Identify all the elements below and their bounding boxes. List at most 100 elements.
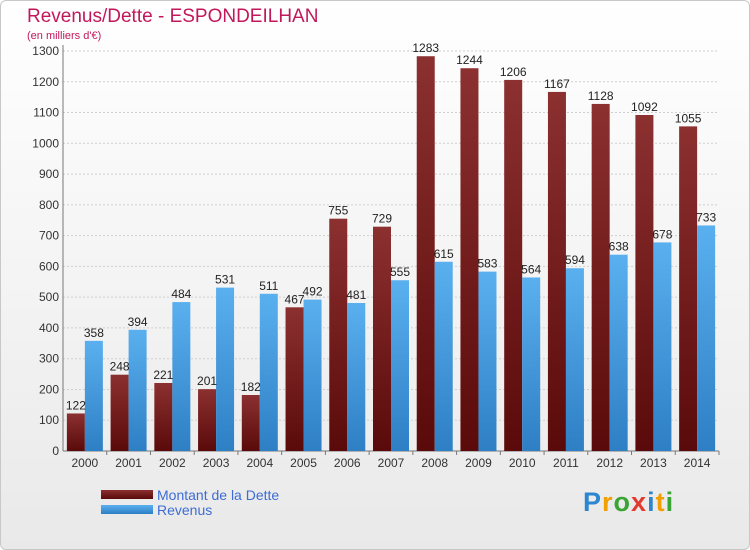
data-label: 1092 <box>631 100 658 114</box>
data-label: 1055 <box>675 111 702 125</box>
data-label: 1244 <box>456 53 483 67</box>
legend-item-revenus: Revenus <box>101 501 279 518</box>
bar-revenus <box>347 303 366 451</box>
bar-dette <box>373 226 391 451</box>
chart-subtitle: (en milliers d'€) <box>27 30 102 42</box>
legend-label-revenus: Revenus <box>157 501 213 518</box>
data-label: 122 <box>66 398 86 412</box>
legend-item-dette: Montant de la Dette <box>101 486 280 503</box>
y-tick-label: 300 <box>39 352 59 366</box>
y-tick-label: 1200 <box>32 75 59 89</box>
bar-revenus <box>391 280 409 451</box>
y-tick-label: 400 <box>39 321 59 335</box>
data-label: 755 <box>328 204 348 218</box>
y-tick-label: 1300 <box>32 44 59 58</box>
legend-swatch-dette <box>101 490 153 499</box>
bar-dette <box>416 56 435 451</box>
data-label: 201 <box>197 374 217 388</box>
data-label: 1167 <box>544 77 570 91</box>
data-label: 594 <box>565 253 585 267</box>
data-label: 467 <box>285 292 305 306</box>
bar-revenus <box>216 287 235 451</box>
bar-revenus <box>522 277 541 451</box>
y-tick-label: 200 <box>39 382 59 396</box>
legend-label-dette: Montant de la Dette <box>157 486 280 503</box>
bar-revenus <box>303 299 322 451</box>
bar-dette <box>547 91 566 451</box>
data-label: 221 <box>153 368 173 382</box>
y-tick-label: 500 <box>39 290 59 304</box>
logo-letter: i <box>647 487 656 517</box>
y-tick-label: 1000 <box>32 136 59 150</box>
data-label: 394 <box>128 315 148 329</box>
y-tick-label: 700 <box>39 229 59 243</box>
bar-revenus <box>259 293 278 451</box>
bar-revenus <box>84 340 103 451</box>
bar-revenus <box>609 254 628 451</box>
y-tick-label: 0 <box>52 444 59 458</box>
data-label: 638 <box>609 240 629 254</box>
bar-revenus <box>172 302 191 451</box>
data-label: 555 <box>390 265 410 279</box>
data-label: 358 <box>84 326 104 340</box>
x-tick-label: 2006 <box>334 456 361 470</box>
data-label: 678 <box>652 227 672 241</box>
bar-dette <box>110 374 129 451</box>
logo-letter: o <box>613 487 632 517</box>
bar-revenus <box>128 329 147 451</box>
bar-dette <box>198 389 217 451</box>
bar-dette <box>504 79 523 451</box>
proxiti-logo: Proxiti <box>583 487 674 518</box>
x-tick-label: 2010 <box>509 456 536 470</box>
bar-dette <box>635 115 654 451</box>
x-tick-label: 2001 <box>115 456 142 470</box>
bar-dette <box>591 103 610 451</box>
x-tick-label: 2003 <box>203 456 230 470</box>
x-tick-label: 2002 <box>159 456 186 470</box>
x-tick-label: 2011 <box>553 456 579 470</box>
data-label: 531 <box>215 273 235 287</box>
bar-dette <box>154 383 173 451</box>
bar-dette <box>285 307 304 451</box>
bar-dette <box>460 68 479 451</box>
y-tick-label: 1100 <box>33 106 59 120</box>
bar-revenus <box>478 271 497 451</box>
logo-letter: x <box>631 487 648 517</box>
x-tick-label: 2000 <box>72 456 99 470</box>
x-tick-label: 2013 <box>640 456 667 470</box>
data-label: 733 <box>696 210 716 224</box>
chart-title: Revenus/Dette - ESPONDEILHAN <box>27 6 319 27</box>
bar-dette <box>241 395 260 451</box>
data-label: 564 <box>521 262 541 276</box>
data-label: 1128 <box>588 89 614 103</box>
bar-dette <box>66 413 85 451</box>
legend: Montant de la Dette Revenus <box>101 486 280 518</box>
data-label: 615 <box>434 247 454 261</box>
data-label: 492 <box>303 285 323 299</box>
x-tick-label: 2014 <box>684 456 711 470</box>
y-tick-label: 100 <box>39 413 59 427</box>
data-label: 729 <box>372 212 392 226</box>
data-label: 481 <box>346 288 366 302</box>
y-tick-label: 600 <box>39 259 59 273</box>
data-label: 484 <box>171 287 191 301</box>
x-tick-label: 2009 <box>465 456 492 470</box>
data-label: 511 <box>259 279 278 293</box>
y-tick-label: 900 <box>39 167 59 181</box>
data-label: 583 <box>477 257 497 271</box>
x-tick-label: 2005 <box>290 456 317 470</box>
data-label: 1206 <box>500 65 527 79</box>
bar-revenus <box>697 225 716 451</box>
y-tick-label: 800 <box>39 198 59 212</box>
x-tick-label: 2012 <box>596 456 623 470</box>
bar-revenus <box>434 261 453 451</box>
x-tick-label: 2007 <box>378 456 405 470</box>
logo-letter: i <box>665 487 675 517</box>
bar-revenus <box>653 242 672 451</box>
logo-letter: P <box>583 487 603 517</box>
bar-dette <box>679 126 698 451</box>
legend-swatch-revenus <box>101 505 153 514</box>
bar-revenus <box>565 268 584 451</box>
